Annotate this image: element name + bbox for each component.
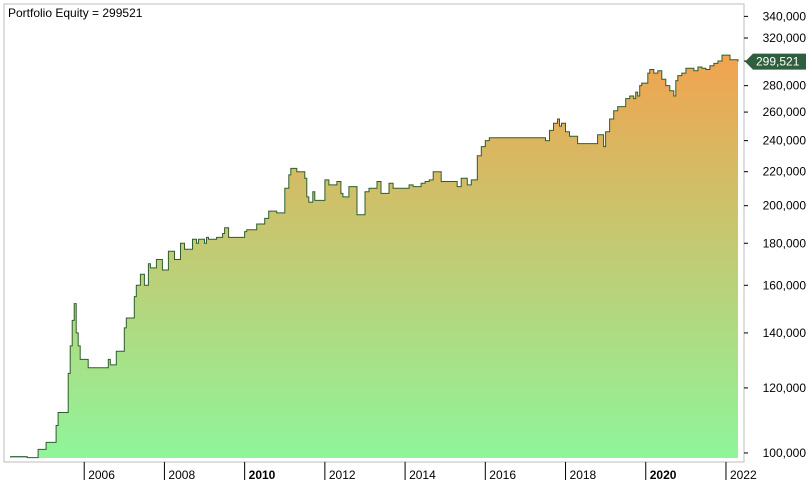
x-tick-label: 2010 [249, 468, 276, 482]
y-tick-label: 200,000 [763, 199, 807, 213]
y-tick-label: 180,000 [763, 236, 807, 250]
y-axis: 100,000 120,000 140,000 160,000 180,000 200,0… [744, 9, 806, 460]
equity-area [10, 55, 738, 458]
x-tick-label: 2016 [489, 468, 516, 482]
last-value-marker: 299,521 [745, 53, 806, 70]
x-tick-label: 2020 [650, 468, 677, 482]
x-tick-label: 2006 [88, 468, 115, 482]
x-axis: 2006 2008 2010 2012 2014 2016 2018 2020 2022 [83, 462, 757, 482]
y-tick-label: 140,000 [763, 326, 807, 340]
chart-title: Portfolio Equity = 299521 [8, 6, 143, 20]
y-tick-label: 340,000 [763, 9, 807, 23]
x-tick-label: 2018 [570, 468, 597, 482]
x-tick-label: 2014 [409, 468, 436, 482]
y-tick-label: 100,000 [763, 446, 807, 460]
x-tick-label: 2022 [730, 468, 757, 482]
y-tick-label: 280,000 [763, 79, 807, 93]
x-tick-label: 2012 [329, 468, 356, 482]
y-tick-label: 320,000 [763, 31, 807, 45]
y-tick-label: 240,000 [763, 134, 807, 148]
y-tick-label: 160,000 [763, 278, 807, 292]
equity-line [10, 54, 739, 459]
y-tick-label: 120,000 [763, 381, 807, 395]
y-tick-label: 220,000 [763, 165, 807, 179]
x-tick-label: 2008 [168, 468, 195, 482]
last-value-badge [745, 53, 806, 70]
last-value-label: 299,521 [756, 55, 800, 69]
y-tick-label: 260,000 [763, 105, 807, 119]
